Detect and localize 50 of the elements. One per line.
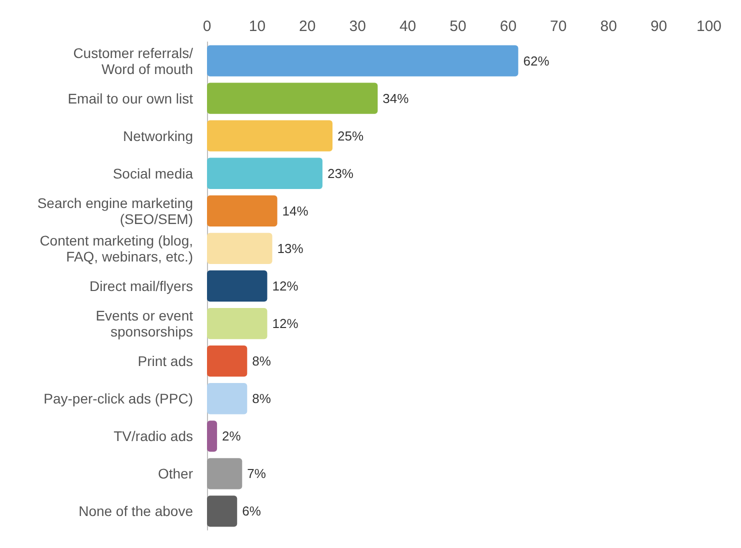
- x-tick-label: 40: [399, 18, 416, 35]
- y-tick-label: Direct mail/flyers: [90, 278, 193, 294]
- x-tick-label: 70: [550, 18, 567, 35]
- y-tick-label: Content marketing (blog, FAQ, webinars, etc.): [40, 232, 193, 264]
- y-tick-label: Pay-per-click ads (PPC): [44, 390, 193, 407]
- data-label: 23%: [327, 166, 354, 181]
- data-label: 8%: [252, 391, 272, 406]
- data-label: 12%: [272, 316, 299, 332]
- data-label: 2%: [222, 428, 242, 444]
- bar: [207, 270, 268, 302]
- data-label: 13%: [277, 240, 304, 256]
- y-tick-label: Customer referrals/ Word of mouth: [73, 44, 194, 77]
- data-label: 34%: [382, 90, 410, 106]
- bar: [207, 158, 322, 189]
- x-tick-label: 50: [450, 18, 466, 35]
- data-label: 62%: [523, 53, 550, 68]
- x-tick-label: 10: [248, 18, 266, 35]
- bar: [207, 383, 248, 414]
- x-tick-label: 30: [349, 18, 366, 35]
- y-tick-label: Events or event sponsorships: [96, 308, 194, 340]
- y-tick-label: Search engine marketing (SEO/SEM): [37, 194, 193, 227]
- y-tick-label: Print ads: [138, 353, 193, 370]
- bar: [207, 45, 518, 76]
- y-tick-label: TV/radio ads: [114, 428, 193, 444]
- data-label: 7%: [247, 466, 266, 482]
- y-tick-label: None of the above: [78, 503, 194, 520]
- bar: [207, 120, 332, 152]
- data-label: 8%: [252, 354, 272, 369]
- bar: [207, 82, 378, 114]
- x-tick-label: 60: [500, 18, 517, 35]
- x-tick-label: 20: [299, 18, 316, 35]
- bar: [207, 496, 238, 527]
- y-tick-label: Social media: [112, 165, 194, 182]
- y-tick-label: Other: [158, 466, 194, 482]
- x-tick-label: 0: [202, 18, 212, 35]
- bar: [207, 420, 218, 452]
- x-tick-label: 80: [600, 18, 617, 35]
- data-label: 25%: [338, 128, 364, 144]
- y-tick-label: Networking: [122, 128, 193, 144]
- y-tick-label: Email to our own list: [68, 90, 194, 106]
- data-label: 14%: [282, 203, 309, 218]
- data-label: 12%: [272, 278, 299, 294]
- bar: [207, 346, 248, 377]
- bar: [207, 195, 278, 226]
- bar: [207, 308, 268, 340]
- data-label: 6%: [242, 504, 262, 519]
- x-tick-label: 90: [650, 18, 668, 35]
- x-tick-label: 100: [696, 18, 722, 35]
- bar: [207, 458, 242, 490]
- bar: [207, 232, 272, 264]
